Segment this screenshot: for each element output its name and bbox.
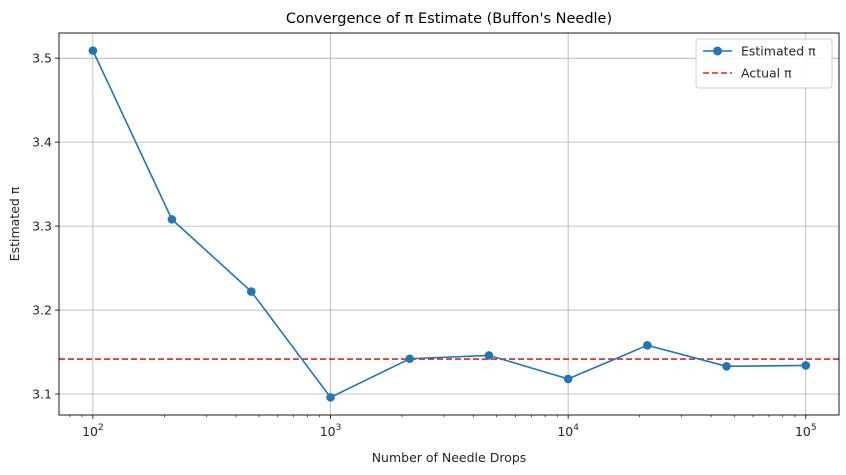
x-tick-exponent: 5	[811, 423, 817, 433]
x-tick-exponent: 4	[573, 423, 579, 433]
x-tick-label: 104	[557, 423, 579, 439]
estimated-pi-line	[92, 50, 806, 399]
y-tick-label: 3.1	[32, 387, 52, 402]
x-tick-exponent: 2	[98, 423, 104, 433]
x-tick-base: 10	[320, 424, 336, 439]
estimated-pi-point	[405, 354, 415, 364]
x-tick-base: 10	[795, 424, 811, 439]
estimated-pi-point	[643, 341, 652, 350]
estimated-pi-point	[167, 215, 177, 224]
chart-title: Convergence of π Estimate (Buffon's Need…	[286, 11, 612, 27]
estimated-pi-point	[801, 361, 811, 370]
plot-area-frame	[58, 32, 840, 416]
x-axis-label: Number of Needle Drops	[372, 450, 527, 465]
estimated-pi-point	[326, 393, 335, 402]
y-tick-label: 3.2	[32, 303, 52, 318]
x-tick-label: 102	[82, 423, 104, 439]
estimated-pi-point	[246, 287, 256, 296]
legend: Estimated π Actual π	[695, 38, 833, 89]
x-tick-base: 10	[557, 424, 573, 439]
x-tick-label: 103	[320, 423, 342, 439]
y-axis-label: Estimated π	[7, 186, 22, 261]
y-tick-label: 3.5	[32, 51, 52, 66]
legend-label-actual: Actual π	[741, 66, 792, 81]
x-tick-label: 105	[795, 423, 817, 439]
x-tick-exponent: 3	[336, 423, 342, 433]
x-tick-base: 10	[82, 424, 98, 439]
legend-label-estimated: Estimated π	[741, 44, 816, 59]
estimated-pi-point	[563, 374, 573, 384]
y-tick-label: 3.4	[32, 135, 52, 150]
series-layer	[88, 46, 811, 402]
estimated-pi-point	[88, 46, 98, 55]
estimated-pi-point	[722, 362, 731, 371]
legend-marker-estimated	[713, 46, 722, 56]
y-tick-label: 3.3	[32, 219, 52, 234]
estimated-pi-point	[484, 351, 494, 360]
